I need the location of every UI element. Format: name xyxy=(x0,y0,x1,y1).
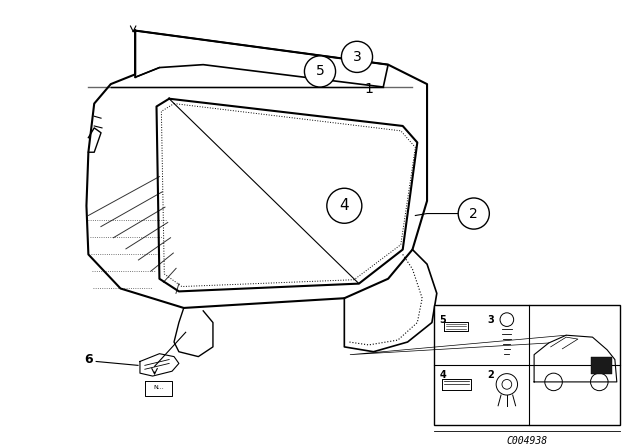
Text: C004938: C004938 xyxy=(506,436,547,446)
Bar xyxy=(591,357,612,374)
Text: 4: 4 xyxy=(440,370,447,380)
Text: 2: 2 xyxy=(469,207,478,220)
Text: 3: 3 xyxy=(353,50,362,64)
Text: 4: 4 xyxy=(339,198,349,213)
Text: 6: 6 xyxy=(84,353,93,366)
Circle shape xyxy=(327,188,362,223)
Text: 1: 1 xyxy=(364,82,373,96)
Text: 5: 5 xyxy=(440,315,447,325)
Text: N...: N... xyxy=(153,385,164,390)
Text: 3: 3 xyxy=(488,315,494,325)
Text: 5: 5 xyxy=(316,65,324,78)
Text: 2: 2 xyxy=(488,370,494,380)
Bar xyxy=(434,305,620,425)
Circle shape xyxy=(458,198,490,229)
Circle shape xyxy=(305,56,335,87)
Circle shape xyxy=(341,41,372,73)
